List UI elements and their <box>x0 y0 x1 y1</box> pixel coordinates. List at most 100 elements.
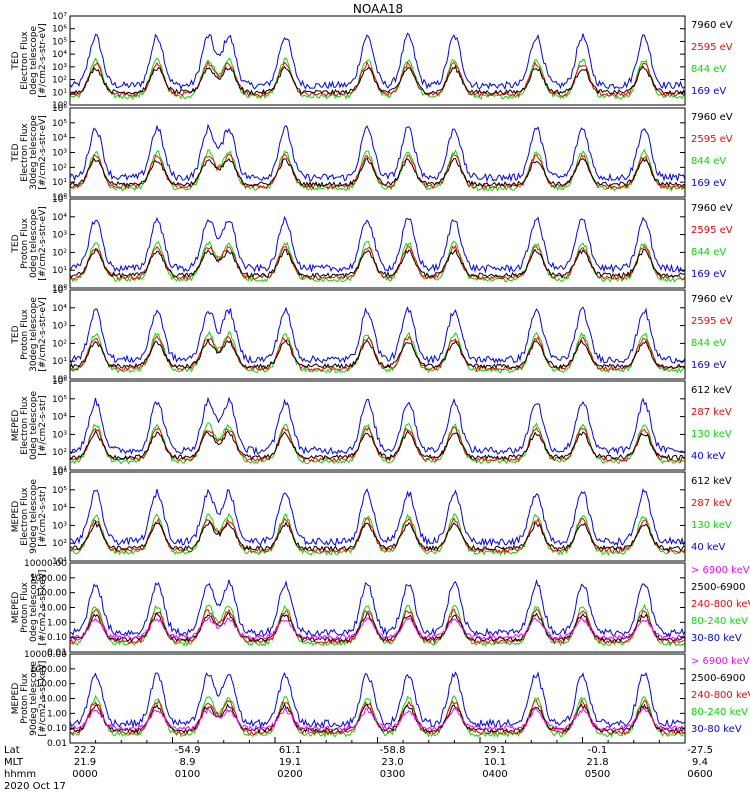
y-tick-label: 10000.00 <box>24 650 67 660</box>
series-trace-4 <box>69 706 686 732</box>
y-tick-label: 10² <box>52 163 67 173</box>
legend-entry: > 6900 keV <box>691 565 750 576</box>
y-tick-label: 10⁶ <box>52 104 67 114</box>
y-axis-label-line: Proton Flux <box>20 218 30 269</box>
legend-entry: 30-80 keV <box>691 633 742 644</box>
orbit-row-value: 22.2 <box>74 745 96 756</box>
series-trace-0 <box>69 305 686 364</box>
y-tick-label: 0.10 <box>47 724 67 734</box>
x-axis-group: Lat 22.2 -54.9 61.1 -58.8 29.1 -0.1 -27.5 MLT 21.… <box>4 737 713 792</box>
y-tick-label: 10² <box>52 539 67 549</box>
legend-entry: 7960 eV <box>691 294 733 305</box>
series-trace-3 <box>69 429 686 461</box>
y-axis-label-line: Electron Flux <box>20 487 30 546</box>
orbit-row-value: 21.8 <box>586 757 608 768</box>
legend-entry: 240-800 keV <box>691 599 750 610</box>
orbit-row-value: 9.4 <box>692 757 708 768</box>
orbit-row-value: 0300 <box>380 769 405 780</box>
legend-entry: 7960 eV <box>691 203 733 214</box>
y-tick-label: 1000.00 <box>30 665 67 675</box>
series-trace-2 <box>69 335 686 372</box>
y-axis-label-line: [#/cm2-s-str-eV] <box>38 115 48 190</box>
y-tick-label: 10⁶ <box>52 377 67 387</box>
legend-entry: 80-240 keV <box>691 616 748 627</box>
y-axis-label-line: [#/cm2-s-str] <box>38 395 48 455</box>
y-tick-label: 10¹ <box>52 88 67 98</box>
y-tick-label: 10⁴ <box>52 50 67 60</box>
y-tick-label: 10³ <box>52 149 67 159</box>
series-trace-3 <box>69 248 686 279</box>
series-trace-0 <box>69 671 686 729</box>
panel-meped-proton-90deg: 0.010.101.0010.00100.001000.0010000.00ME… <box>11 650 750 749</box>
legend-entry: 240-800 keV <box>691 690 750 701</box>
legend-entry: 80-240 keV <box>691 707 748 718</box>
y-axis-label-line: 30deg telescope <box>29 115 39 190</box>
series-trace-1 <box>69 240 686 283</box>
y-tick-label: 10⁴ <box>52 413 67 423</box>
y-tick-label: 10³ <box>52 521 67 531</box>
series-trace-2 <box>69 517 686 554</box>
orbit-row-label: Lat <box>4 745 20 756</box>
y-axis-label-line: Proton Flux <box>20 673 30 724</box>
legend-entry: 287 keV <box>691 498 732 509</box>
y-axis-label-line: [#/cm2-s-str-eV] <box>38 23 48 98</box>
series-trace-3 <box>69 338 686 370</box>
y-tick-label: 0.10 <box>47 633 67 643</box>
orbit-row-value: 19.1 <box>279 757 301 768</box>
panel-meped-electron-0deg: 10¹ 10² 10³ 10⁴ 10⁵ 10⁶ MEPEDElectron Flux0deg… <box>11 377 732 476</box>
y-axis-label-line: MEPED <box>11 501 21 533</box>
legend-entry: 2595 eV <box>691 42 733 53</box>
series-trace-2 <box>69 699 686 736</box>
orbit-row-value: 0500 <box>585 769 610 780</box>
y-axis-label-line: 90deg telescope <box>29 479 39 554</box>
y-axis-label-line: TED <box>11 143 21 162</box>
series-trace-0 <box>69 123 686 183</box>
y-tick-label: 0.01 <box>47 648 67 658</box>
y-tick-label: 100.00 <box>36 680 68 690</box>
orbit-row-label: hhmm <box>4 769 36 780</box>
legend-entry: 2500-6900 <box>691 582 746 593</box>
y-tick-label: 10⁰ <box>52 284 67 294</box>
series-trace-2 <box>69 244 686 281</box>
y-tick-label: 10⁵ <box>52 37 67 47</box>
y-tick-label: 10⁶ <box>52 468 67 478</box>
y-axis-label: TEDProton Flux0deg telescope[#/cm2-s-str… <box>11 206 48 281</box>
y-tick-label: 10⁷ <box>52 12 67 22</box>
y-tick-label: 10¹ <box>52 178 67 188</box>
y-axis-label-line: 0deg telescope <box>29 209 39 279</box>
y-tick-label: 10³ <box>52 322 67 332</box>
orbit-row-value: 0100 <box>175 769 200 780</box>
legend-entry: 844 eV <box>691 64 726 75</box>
y-axis-label-line: MEPED <box>11 683 21 715</box>
series-trace-4 <box>69 616 686 641</box>
y-tick-label: 10² <box>52 448 67 458</box>
legend-entry: > 6900 keV <box>691 656 750 667</box>
series-trace-0 <box>70 578 686 638</box>
legend-entry: 2500-6900 <box>691 673 746 684</box>
y-tick-label: 10⁶ <box>52 25 67 35</box>
series-trace-2 <box>69 608 686 645</box>
y-axis-label: MEPEDElectron Flux0deg telescope[#/cm2-s… <box>11 391 48 461</box>
series-trace-0 <box>69 32 686 91</box>
series-trace-0 <box>69 488 686 547</box>
y-axis-label: MEPEDProton Flux0deg telescope[#/cm2-s-s… <box>11 570 48 646</box>
panel-frame <box>69 562 686 653</box>
y-axis-label-line: Electron Flux <box>20 123 30 182</box>
y-axis-label-line: TED <box>11 325 21 344</box>
panel-meped-electron-90deg: 10¹ 10² 10³ 10⁴ 10⁵ 10⁶ MEPEDElectron Flux90de… <box>11 468 732 567</box>
y-tick-label: 10⁴ <box>52 213 67 223</box>
y-axis-label-line: Proton Flux <box>20 582 30 633</box>
orbit-row-value: 10.1 <box>484 757 506 768</box>
y-tick-label: 10⁴ <box>52 504 67 514</box>
y-tick-label: 10⁰ <box>52 193 67 203</box>
panel-frame <box>69 653 686 744</box>
y-axis-label-line: [#/cm2-s-str-eV] <box>38 206 48 281</box>
legend-entry: 287 keV <box>691 407 732 418</box>
legend-entry: 844 eV <box>691 247 726 258</box>
y-tick-label: 10.00 <box>41 695 67 705</box>
y-tick-label: 1000.00 <box>30 574 67 584</box>
series-trace-2 <box>69 426 686 463</box>
y-axis-label-line: Electron Flux <box>20 31 30 90</box>
series-trace-0 <box>69 215 686 274</box>
legend-entry: 169 eV <box>691 269 726 280</box>
